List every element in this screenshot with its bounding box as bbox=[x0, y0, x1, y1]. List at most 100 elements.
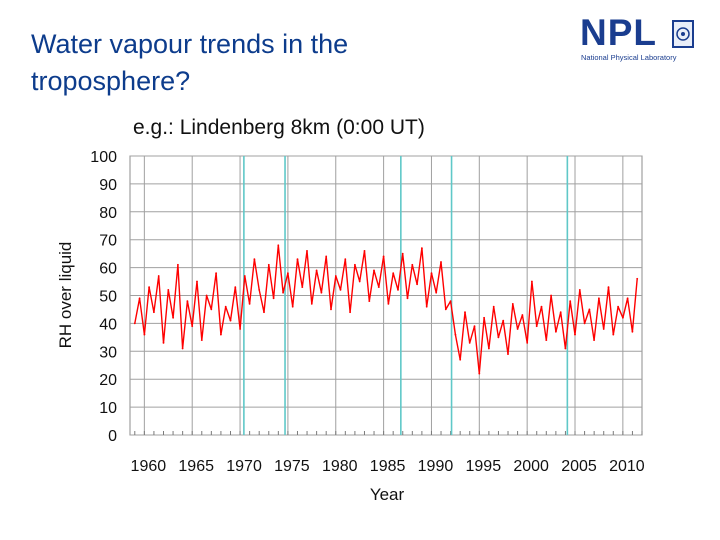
y-tick-label: 20 bbox=[99, 372, 117, 389]
data-point bbox=[148, 286, 151, 288]
y-tick-label: 40 bbox=[99, 316, 117, 333]
data-point bbox=[186, 300, 189, 302]
data-point bbox=[325, 255, 328, 258]
y-tick-label: 60 bbox=[99, 261, 117, 278]
data-point bbox=[354, 263, 356, 266]
data-point bbox=[368, 300, 371, 302]
crest-icon-graphic bbox=[676, 27, 690, 41]
data-point bbox=[334, 275, 337, 277]
data-point bbox=[277, 244, 280, 247]
data-point bbox=[516, 328, 519, 330]
data-point bbox=[143, 333, 146, 336]
x-tick-label: 1980 bbox=[322, 458, 358, 475]
data-point bbox=[243, 275, 246, 277]
data-point bbox=[215, 272, 218, 275]
data-point bbox=[330, 308, 332, 311]
grid bbox=[130, 155, 642, 436]
data-point bbox=[425, 305, 428, 308]
data-point bbox=[521, 314, 524, 316]
data-point bbox=[588, 308, 591, 311]
data-point bbox=[468, 342, 471, 344]
data-point bbox=[578, 289, 581, 291]
chart-subtitle: e.g.: Lindenberg 8km (0:00 UT) bbox=[133, 116, 425, 139]
crest-icon bbox=[672, 20, 694, 48]
data-point bbox=[162, 342, 165, 344]
y-tick-label: 50 bbox=[99, 289, 117, 306]
x-tick-label: 2010 bbox=[609, 458, 645, 475]
y-tick-label: 70 bbox=[99, 233, 117, 250]
data-point bbox=[636, 277, 639, 280]
y-tick-label: 0 bbox=[108, 428, 117, 445]
data-point bbox=[224, 305, 227, 308]
y-tick-label: 10 bbox=[99, 400, 117, 417]
data-point bbox=[210, 308, 213, 311]
data-point bbox=[272, 297, 275, 300]
data-point bbox=[449, 300, 452, 302]
x-axis-label: Year bbox=[370, 485, 405, 504]
data-point bbox=[612, 333, 615, 336]
data-point bbox=[435, 291, 438, 294]
data-point bbox=[306, 250, 308, 252]
data-point bbox=[430, 272, 433, 275]
data-point bbox=[153, 311, 155, 314]
data-point bbox=[291, 305, 294, 308]
data-point bbox=[196, 280, 198, 283]
data-point bbox=[339, 289, 342, 291]
data-point bbox=[545, 339, 548, 341]
x-tick-label: 2000 bbox=[513, 458, 549, 475]
data-point bbox=[287, 272, 289, 275]
data-point bbox=[526, 342, 529, 344]
data-point bbox=[320, 291, 323, 294]
data-point bbox=[377, 286, 380, 288]
logo-tagline: National Physical Laboratory bbox=[581, 53, 677, 62]
data-point bbox=[622, 316, 624, 319]
series-line bbox=[134, 244, 638, 375]
data-point bbox=[253, 258, 256, 261]
data-point bbox=[157, 275, 160, 277]
x-tick-label: 1960 bbox=[131, 458, 167, 475]
logo-wordmark: NPL bbox=[580, 12, 657, 53]
data-point bbox=[531, 280, 533, 283]
data-point bbox=[478, 372, 481, 375]
x-tick-label: 1995 bbox=[466, 458, 502, 475]
data-point bbox=[167, 289, 170, 291]
vertical-markers bbox=[243, 156, 569, 435]
data-point bbox=[181, 347, 184, 350]
data-point bbox=[358, 280, 361, 283]
y-tick-label: 30 bbox=[99, 344, 117, 361]
data-point bbox=[502, 319, 505, 322]
y-tick-label: 80 bbox=[99, 205, 117, 222]
minor-ticks bbox=[134, 431, 643, 435]
data-point bbox=[406, 297, 409, 300]
data-point bbox=[138, 297, 141, 300]
data-point bbox=[344, 258, 347, 261]
data-point bbox=[401, 252, 404, 255]
data-point bbox=[459, 358, 462, 361]
data-point bbox=[200, 339, 203, 341]
data-point bbox=[564, 347, 567, 350]
data-point bbox=[296, 258, 299, 261]
data-point bbox=[205, 294, 208, 297]
data-point bbox=[454, 333, 457, 336]
data-point bbox=[607, 286, 610, 288]
x-tick-label: 1975 bbox=[274, 458, 310, 475]
data-point bbox=[310, 303, 313, 305]
data-point bbox=[444, 308, 447, 311]
x-tick-label: 1990 bbox=[418, 458, 454, 475]
data-point bbox=[411, 263, 414, 266]
data-point bbox=[593, 339, 595, 341]
data-point bbox=[416, 283, 418, 286]
y-tick-label: 90 bbox=[99, 177, 117, 194]
data-point bbox=[373, 269, 375, 272]
data-point bbox=[387, 303, 390, 305]
data-point bbox=[598, 297, 600, 300]
x-tick-label: 1970 bbox=[226, 458, 262, 475]
data-point bbox=[349, 311, 351, 314]
data-point bbox=[248, 303, 251, 305]
data-point bbox=[602, 328, 605, 330]
data-point bbox=[172, 316, 175, 319]
data-point bbox=[617, 305, 619, 308]
data-point bbox=[540, 305, 543, 308]
data-point bbox=[133, 322, 136, 325]
data-point bbox=[258, 289, 261, 291]
